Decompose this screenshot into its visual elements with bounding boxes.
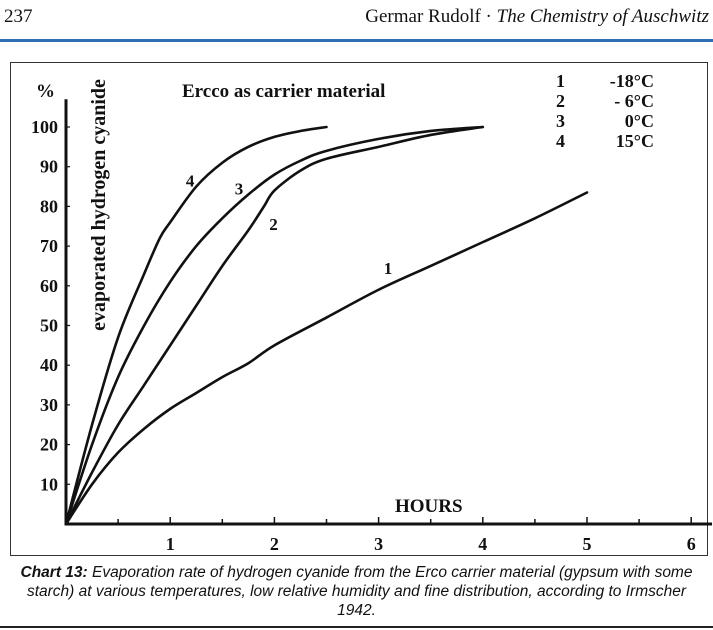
header-rule xyxy=(0,39,713,42)
legend-number: 2 xyxy=(556,91,565,111)
y-tick-label: 100 xyxy=(31,117,58,137)
y-unit: % xyxy=(36,81,55,102)
caption-text: Evaporation rate of hydrogen cyanide fro… xyxy=(26,564,693,619)
running-header: Germar Rudolf · The Chemistry of Auschwi… xyxy=(365,6,709,28)
legend-label: - 6°C xyxy=(614,91,654,111)
y-axis-label: evaporated hydrogen cyanide xyxy=(88,79,110,331)
legend: 1 -18°C 2 - 6°C 3 0°C 4 15°C xyxy=(556,71,654,151)
page-number: 237 xyxy=(4,6,33,27)
series-line-2 xyxy=(64,125,485,526)
x-tick-label: 2 xyxy=(270,534,279,554)
y-tick-label: 60 xyxy=(40,276,58,296)
y-tick-label: 50 xyxy=(40,316,58,336)
legend-label: 0°C xyxy=(625,111,654,131)
footer-rule xyxy=(0,626,713,628)
y-tick-label: 70 xyxy=(40,236,58,256)
caption-label: Chart 13: xyxy=(20,564,88,581)
series-line-4 xyxy=(64,125,328,526)
series-label-2: 2 xyxy=(269,215,278,234)
legend-label: -18°C xyxy=(610,71,654,91)
chart-title: Ercco as carrier material xyxy=(182,81,385,102)
series-label-3: 3 xyxy=(235,179,244,198)
x-tick-label: 3 xyxy=(374,534,383,554)
series-lines: 1 2 3 4 xyxy=(64,125,589,526)
series-label-1: 1 xyxy=(384,259,393,278)
y-tick-label: 80 xyxy=(40,196,58,216)
series-line-1 xyxy=(64,191,589,526)
figure-caption: Chart 13: Evaporation rate of hydrogen c… xyxy=(20,563,693,620)
x-axis-label: HOURS xyxy=(395,496,463,517)
author-name: Germar Rudolf · xyxy=(365,6,492,27)
book-title: The Chemistry of Auschwitz xyxy=(496,6,709,27)
legend-number: 4 xyxy=(556,131,565,151)
y-tick-label: 40 xyxy=(40,355,58,375)
legend-number: 1 xyxy=(556,71,565,91)
series-line-3 xyxy=(64,125,485,526)
legend-label: 15°C xyxy=(616,131,654,151)
chart-frame xyxy=(10,62,708,556)
y-tick-label: 10 xyxy=(40,474,58,494)
y-tick-label: 90 xyxy=(40,157,58,177)
x-tick-label: 4 xyxy=(478,534,487,554)
x-tick-label: 6 xyxy=(687,534,696,554)
x-tick-label: 5 xyxy=(583,534,592,554)
legend-number: 3 xyxy=(556,111,565,131)
y-tick-label: 20 xyxy=(40,435,58,455)
series-label-4: 4 xyxy=(186,172,195,191)
y-tick-label: 30 xyxy=(40,395,58,415)
x-tick-label: 1 xyxy=(166,534,175,554)
